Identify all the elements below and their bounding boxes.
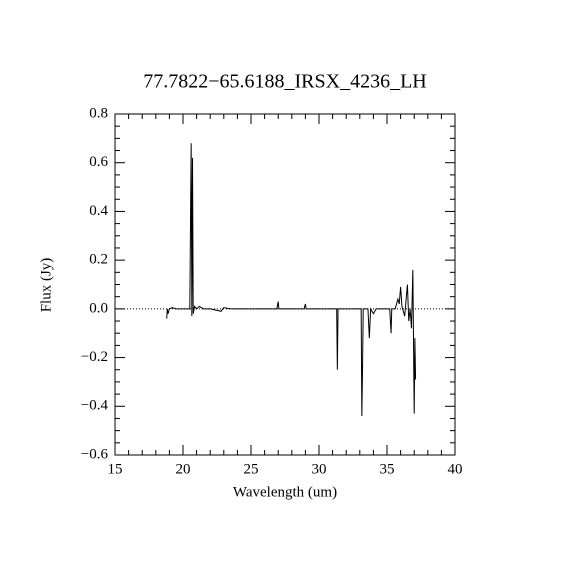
y-tick-label: −0.2 [81,349,108,365]
y-tick-label: 0.4 [89,203,108,219]
x-tick-label: 30 [312,461,327,477]
y-tick-label: −0.6 [81,446,109,462]
x-axis-label: Wavelength (um) [233,484,337,500]
y-tick-label: 0.0 [89,300,108,316]
y-tick-label: −0.4 [81,398,109,414]
plot-frame [114,113,456,456]
y-tick-label: 0.6 [89,154,108,170]
chart-title: 77.7822−65.6188_IRSX_4236_LH [143,71,427,93]
y-tick-label: 0.2 [89,252,108,268]
x-tick-label: 40 [448,461,463,477]
x-tick-label: 35 [380,461,395,477]
y-tick-label: 0.8 [89,105,108,121]
y-axis-label: Flux (Jy) [38,258,54,313]
spectrum-line [166,143,417,417]
x-tick-label: 15 [108,461,123,477]
x-tick-label: 25 [244,461,259,477]
x-tick-label: 20 [176,461,191,477]
